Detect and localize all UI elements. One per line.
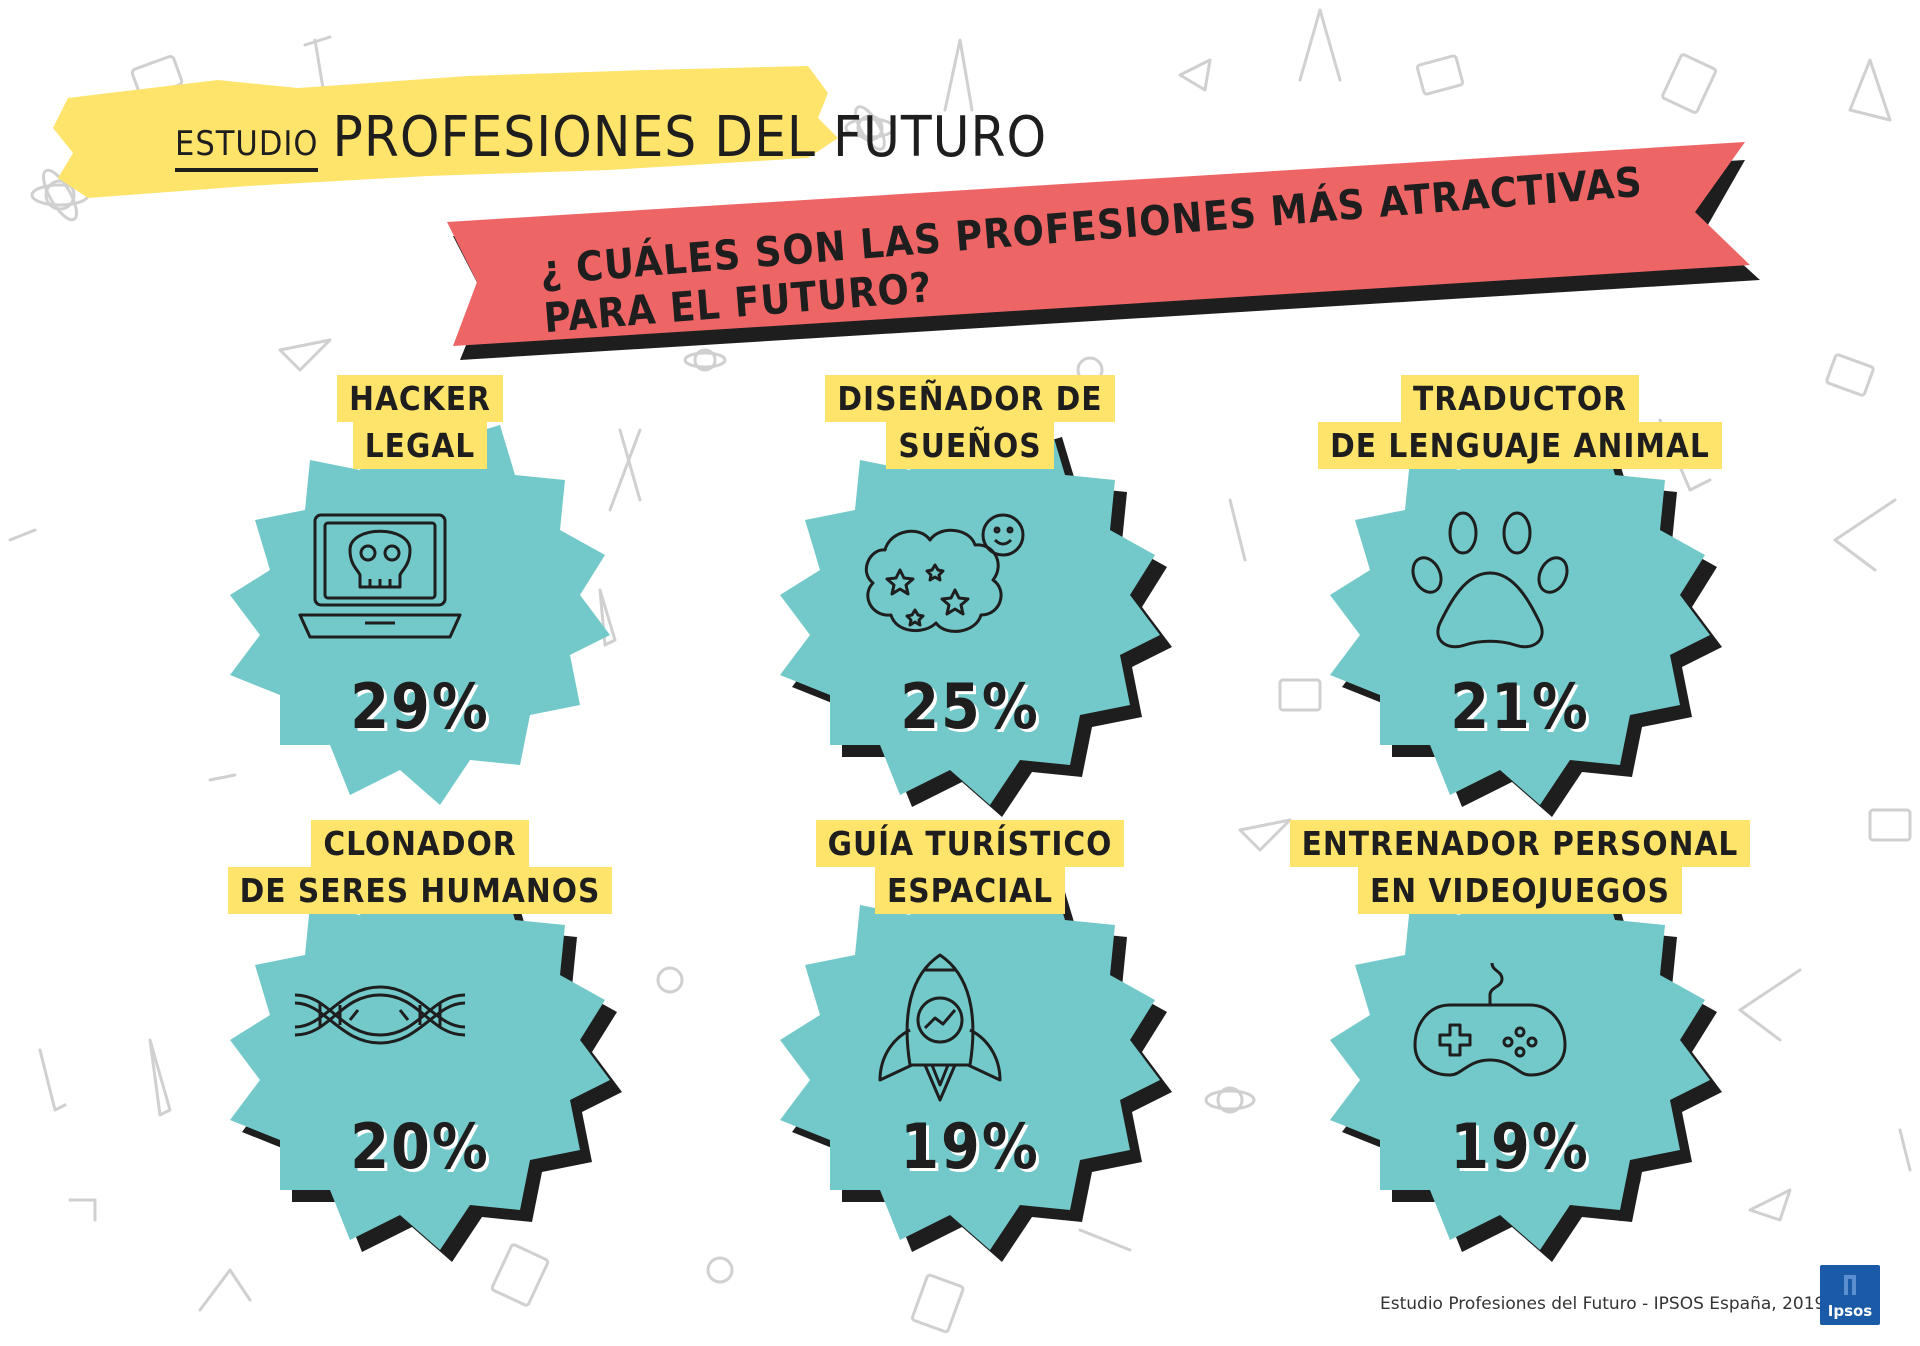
study-banner: [53, 66, 838, 198]
card-label: ENTRENADOR PERSONAL EN VIDEOJUEGOS: [1270, 820, 1770, 914]
burst-shape: [1330, 400, 1722, 817]
card-traductor-animal: TRADUCTOR DE LENGUAJE ANIMAL 21%: [1270, 375, 1770, 825]
card-clonador-humanos: CLONADOR DE SERES HUMANOS 20%: [170, 820, 670, 1270]
card-percent: 29%: [350, 670, 490, 743]
card-hacker-legal: HACKER LEGAL 29%: [170, 375, 670, 825]
card-label: GUÍA TURÍSTICO ESPACIAL: [720, 820, 1220, 914]
card-percent: 21%: [1450, 670, 1590, 743]
burst-shape: [780, 845, 1172, 1262]
label-line-2: LEGAL: [352, 422, 488, 469]
study-title: Estudio PROFESIONES DEL FUTURO: [175, 92, 1047, 172]
paw-icon: [1411, 511, 1569, 649]
source-credit: Estudio Profesiones del Futuro - IPSOS E…: [1380, 1294, 1826, 1314]
label-line-2: DE SERES HUMANOS: [227, 867, 613, 914]
dream-cloud-icon: [865, 513, 1025, 633]
study-name: PROFESIONES DEL FUTURO: [332, 105, 1048, 170]
card-label: CLONADOR DE SERES HUMANOS: [170, 820, 670, 914]
burst-shape: [230, 845, 622, 1262]
label-line-1: HACKER: [337, 375, 503, 422]
laptop-skull-icon: [298, 513, 462, 639]
card-percent: 19%: [900, 1110, 1040, 1183]
label-line-1: CLONADOR: [311, 820, 529, 867]
dna-icon: [294, 985, 466, 1045]
ipsos-logo: Ipsos: [1820, 1265, 1880, 1325]
gamepad-icon: [1413, 962, 1567, 1077]
label-line-1: ENTRENADOR PERSONAL: [1289, 820, 1751, 867]
label-line-2: EN VIDEOJUEGOS: [1357, 867, 1683, 914]
logo-mark-icon: [1844, 1275, 1856, 1295]
card-label: TRADUCTOR DE LENGUAJE ANIMAL: [1270, 375, 1770, 469]
rocket-icon: [878, 953, 1002, 1102]
question-ribbon: [447, 142, 1760, 360]
label-line-1: GUÍA TURÍSTICO: [815, 820, 1125, 867]
card-label: HACKER LEGAL: [170, 375, 670, 469]
card-entrenador-videojuegos: ENTRENADOR PERSONAL EN VIDEOJUEGOS 19%: [1270, 820, 1770, 1270]
card-percent: 20%: [350, 1110, 490, 1183]
logo-text: Ipsos: [1827, 1302, 1873, 1320]
card-label: DISEÑADOR DE SUEÑOS: [720, 375, 1220, 469]
label-line-1: DISEÑADOR DE: [825, 375, 1115, 422]
card-percent: 25%: [900, 670, 1040, 743]
study-prefix: Estudio: [175, 124, 319, 172]
label-line-1: TRADUCTOR: [1401, 375, 1639, 422]
burst-shape: [230, 400, 610, 805]
label-line-2: SUEÑOS: [886, 422, 1054, 469]
card-percent: 19%: [1450, 1110, 1590, 1183]
label-line-2: DE LENGUAJE ANIMAL: [1318, 422, 1722, 469]
card-disenador-suenos: DISEÑADOR DE SUEÑOS 25%: [720, 375, 1220, 825]
card-guia-espacial: GUÍA TURÍSTICO ESPACIAL 19%: [720, 820, 1220, 1270]
label-line-2: ESPACIAL: [874, 867, 1066, 914]
